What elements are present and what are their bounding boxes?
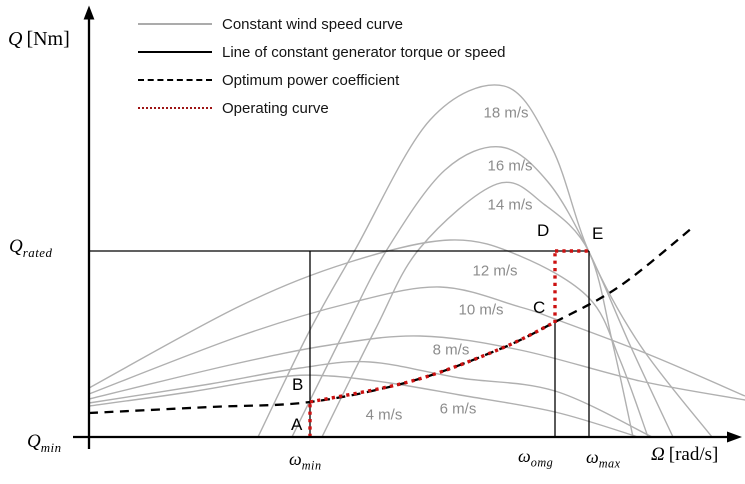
point-label-b: B [292,375,304,394]
x-axis-arrow-icon [727,431,742,443]
x-tick-omega-omg: ωomg [518,446,554,470]
wind-curve-14ms [321,181,634,438]
wind-speed-label-12ms: 12 m/s [472,262,518,280]
legend-item-operating-curve: Operating curve [138,94,506,122]
optimum-curve-path [88,227,693,415]
point-label-d: D [537,221,550,240]
legend-item-constant-line: Line of constant generator torque or spe… [138,38,506,66]
x-tick-omega-max: ωmax [586,447,621,471]
legend-item-wind-curve: Constant wind speed curve [138,10,506,38]
wind-speed-label-16ms: 16 m/s [487,157,533,175]
point-label-a: A [291,415,303,434]
x-axis-title: Ω [rad/s] [651,444,719,465]
y-axis-arrow-icon [83,5,95,20]
legend-item-optimum-coefficient: Optimum power coefficient [138,66,506,94]
y-tick-q-rated: Qrated [9,236,53,260]
wind-speed-label-8ms: 8 m/s [432,341,470,359]
point-label-e: E [592,224,604,243]
red-dotted-line-swatch [138,107,212,109]
constant-wind-speed-curves [88,84,745,438]
gray-solid-line-swatch [138,23,212,25]
wind-curve-8ms [88,335,745,401]
point-label-c: C [533,298,546,317]
black-dashed-line-swatch [138,79,212,81]
wind-curve-10ms [88,286,745,397]
legend-label: Operating curve [222,99,329,117]
legend-label: Constant wind speed curve [222,15,403,33]
wind-curve-12ms [88,239,649,438]
segment-b-c [309,320,556,404]
wind-speed-label-14ms: 14 m/s [487,196,533,214]
wind-curve-6ms [88,360,653,438]
black-solid-line-swatch [138,51,212,53]
optimum-power-coefficient-curve [88,227,693,415]
wind-speed-label-10ms: 10 m/s [458,301,504,319]
legend-label: Optimum power coefficient [222,71,400,89]
legend: Constant wind speed curve Line of consta… [138,10,506,122]
y-axis-title: Q [Nm] [8,28,70,50]
wind-curve-18ms [257,84,713,438]
wind-speed-label-4ms: 4 m/s [365,406,403,424]
legend-label: Line of constant generator torque or spe… [222,43,506,61]
x-tick-omega-min: ωmin [289,449,322,473]
operating-curve [308,249,590,437]
wind-speed-label-18ms: 18 m/s [483,104,529,122]
wind-speed-label-6ms: 6 m/s [439,400,477,418]
wind-curve-4ms [88,374,639,438]
wind-curve-16ms [291,146,674,438]
axes [73,5,742,449]
y-tick-q-min: Qmin [27,431,62,455]
